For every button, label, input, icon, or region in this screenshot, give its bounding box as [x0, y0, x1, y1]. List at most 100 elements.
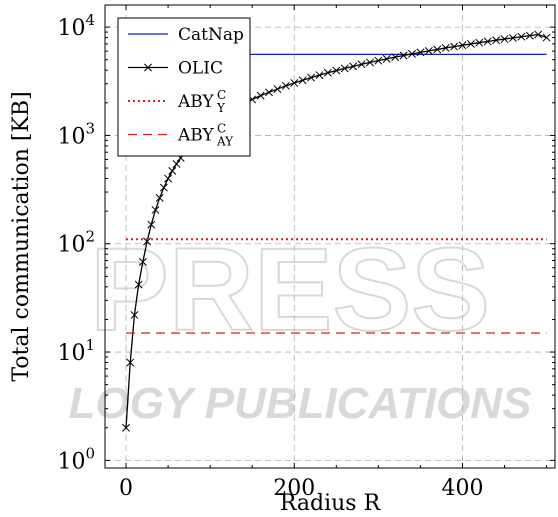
data-point-stroke — [130, 311, 139, 319]
data-point-stroke — [508, 33, 517, 42]
data-point — [147, 220, 156, 229]
y-tick-label-exponent: 2 — [85, 228, 95, 246]
plot-series — [122, 30, 551, 432]
data-point-stroke — [164, 174, 173, 183]
legend-label-sub: AY — [216, 135, 234, 149]
data-point — [475, 38, 484, 47]
data-point-stroke — [138, 257, 147, 266]
plot-frame — [104, 4, 556, 469]
data-point-stroke — [500, 35, 509, 43]
data-point — [298, 76, 307, 85]
y-tick-label-base: 10 — [57, 233, 85, 258]
data-point — [122, 423, 130, 432]
legend-marker — [144, 63, 152, 72]
data-point — [323, 68, 332, 77]
y-tick-label-exponent: 3 — [85, 119, 95, 137]
data-point — [130, 311, 139, 319]
data-point — [508, 33, 517, 42]
data-point — [517, 32, 526, 41]
legend-label: ABY C Y — [177, 88, 226, 115]
data-point-stroke — [122, 423, 130, 432]
x-tick-label: 400 — [441, 476, 483, 501]
data-point — [265, 88, 273, 97]
data-point — [290, 79, 299, 87]
data-point-stroke — [466, 39, 475, 48]
data-point — [408, 49, 416, 58]
y-tick-label: 104 — [57, 11, 95, 41]
data-point-stroke — [483, 37, 492, 46]
y-tick-label: 102 — [57, 228, 95, 258]
data-point — [155, 193, 164, 202]
data-point — [159, 183, 168, 192]
data-point — [399, 51, 408, 60]
data-point — [441, 44, 450, 52]
data-point-stroke — [315, 71, 324, 80]
x-axis-label: Radius R — [280, 491, 382, 516]
y-tick-label-base: 10 — [57, 449, 85, 474]
data-point — [349, 62, 358, 71]
data-point-stroke — [374, 56, 383, 65]
data-point-stroke — [450, 42, 459, 51]
legend-label-sup: C — [217, 122, 226, 136]
data-point — [357, 60, 366, 69]
data-point-stroke — [155, 193, 164, 202]
legend-label: OLIC — [178, 59, 223, 79]
data-point-stroke — [349, 62, 358, 71]
y-axis-label: Total communication [KB] — [9, 91, 34, 381]
data-point — [138, 257, 147, 266]
data-point — [374, 56, 383, 65]
data-point-stroke — [534, 30, 543, 39]
data-point — [332, 66, 341, 75]
data-point-stroke — [143, 237, 152, 246]
watermark-word: LOGY PUBLICATIONS — [69, 379, 532, 428]
watermark: PRESS LOGY PUBLICATIONS — [69, 223, 532, 428]
data-point — [424, 46, 433, 55]
data-point-stroke — [492, 36, 501, 45]
legend-label-base: ABY — [177, 126, 214, 146]
legend-label-base: OLIC — [178, 59, 223, 79]
data-point-stroke — [298, 76, 307, 85]
data-point-stroke — [382, 54, 391, 63]
data-point — [134, 280, 143, 289]
data-point-stroke — [147, 220, 156, 229]
data-point — [492, 36, 501, 45]
data-point-stroke — [416, 48, 425, 57]
y-tick-label: 103 — [57, 119, 95, 149]
y-tick-label-exponent: 1 — [85, 336, 95, 354]
data-point — [172, 160, 181, 168]
data-point-stroke — [340, 64, 349, 73]
data-point — [281, 81, 290, 90]
data-point — [307, 73, 316, 82]
data-point-stroke — [391, 53, 400, 62]
data-point — [126, 358, 135, 367]
data-point — [500, 35, 509, 43]
x-tick-label: 0 — [119, 476, 133, 501]
grid — [105, 5, 555, 468]
data-point-stroke — [517, 32, 526, 41]
y-tick-label-base: 10 — [57, 341, 85, 366]
data-point-stroke — [399, 51, 408, 60]
data-point-stroke — [256, 91, 265, 100]
legend-entry: OLIC — [128, 59, 223, 79]
data-point — [534, 30, 543, 39]
y-tick-label-base: 10 — [57, 16, 85, 41]
data-point-stroke — [475, 38, 484, 47]
legend-label: ABY C AY — [177, 122, 234, 149]
legend-label-base: ABY — [177, 92, 214, 112]
data-point — [365, 58, 374, 67]
legend-box — [117, 17, 251, 157]
y-tick-label: 101 — [57, 336, 95, 366]
data-point — [315, 71, 324, 80]
data-point-stroke — [159, 183, 168, 192]
data-point — [340, 64, 349, 73]
y-tick-label-exponent: 0 — [85, 444, 95, 462]
data-point — [433, 45, 442, 54]
data-point-stroke — [307, 73, 316, 82]
data-point — [391, 53, 400, 62]
data-point-stroke — [408, 49, 416, 58]
legend-label-sup: C — [217, 88, 226, 102]
data-point-stroke — [542, 33, 551, 42]
